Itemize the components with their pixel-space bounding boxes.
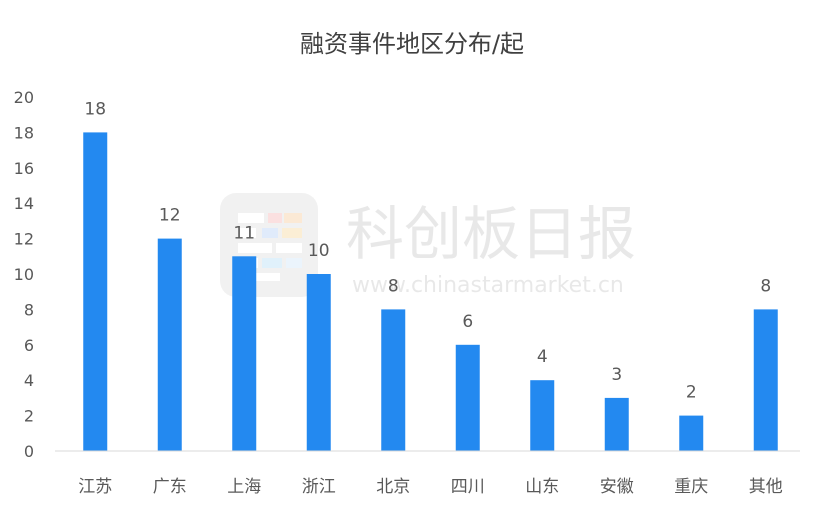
bar	[679, 415, 704, 451]
bar-series	[83, 132, 778, 451]
chart-title: 融资事件地区分布/起	[300, 30, 524, 58]
x-axis: 江苏 广东 上海 浙江 北京 四川 山东 安徽 重庆 其他	[78, 477, 783, 497]
y-axis: 0 2 4 6 8 10 12 14 16 18 20	[14, 88, 34, 461]
data-label: 11	[233, 223, 255, 243]
y-tick-label: 6	[24, 336, 34, 355]
data-label: 2	[686, 383, 697, 403]
data-label: 4	[537, 347, 548, 367]
x-tick-label: 重庆	[674, 477, 708, 497]
bar	[157, 238, 182, 451]
y-tick-label: 10	[14, 265, 34, 284]
data-label: 12	[159, 206, 181, 226]
bar	[530, 380, 555, 451]
x-tick-label: 江苏	[78, 477, 112, 497]
y-tick-label: 8	[24, 300, 34, 319]
bar	[604, 397, 629, 451]
x-tick-label: 广东	[153, 477, 187, 497]
y-tick-label: 0	[24, 442, 34, 461]
data-label: 8	[760, 276, 771, 296]
bar	[83, 132, 108, 451]
y-tick-label: 16	[14, 159, 34, 178]
bar	[753, 309, 778, 451]
x-tick-label: 山东	[525, 477, 559, 497]
data-label: 18	[84, 99, 106, 119]
y-tick-label: 14	[14, 194, 34, 213]
bar	[306, 274, 331, 451]
x-tick-label: 四川	[451, 477, 485, 497]
x-tick-label: 安徽	[600, 477, 634, 497]
x-tick-label: 浙江	[302, 477, 336, 497]
data-label: 8	[388, 276, 399, 296]
bar	[381, 309, 406, 451]
y-tick-label: 20	[14, 88, 34, 107]
y-tick-label: 12	[14, 230, 34, 249]
data-label: 3	[611, 365, 622, 385]
x-tick-label: 北京	[376, 477, 410, 497]
y-tick-label: 18	[14, 123, 34, 142]
x-tick-label: 上海	[227, 477, 261, 497]
y-tick-label: 2	[24, 407, 34, 426]
data-labels: 18 12 11 10 8 6 4 3 2 8	[84, 99, 771, 402]
watermark: 科创板日报 www.chinastarmarket.cn	[220, 193, 636, 298]
bar	[232, 256, 257, 451]
y-tick-label: 4	[24, 371, 34, 390]
data-label: 10	[308, 241, 330, 261]
data-label: 6	[462, 312, 473, 332]
x-tick-label: 其他	[749, 477, 783, 497]
watermark-url: www.chinastarmarket.cn	[352, 273, 624, 298]
watermark-brand: 科创板日报	[346, 200, 636, 268]
bar	[455, 344, 480, 451]
